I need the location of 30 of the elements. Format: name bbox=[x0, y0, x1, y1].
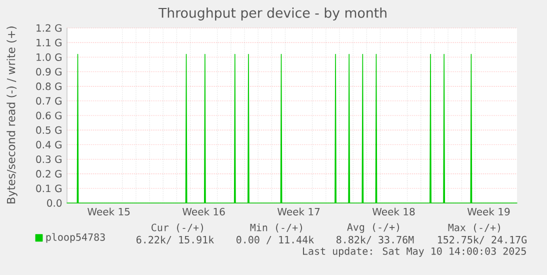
chart-title: Throughput per device - by month bbox=[158, 8, 386, 20]
text: 8.82k/ 33.76M bbox=[336, 236, 414, 244]
text: Max (-/+) bbox=[448, 224, 500, 232]
y-tick-label: 0.8 G bbox=[36, 82, 62, 90]
y-tick-label: 1.0 G bbox=[36, 53, 62, 61]
y-tick-label: 0.7 G bbox=[36, 97, 62, 105]
text: Avg (-/+) bbox=[347, 223, 399, 233]
y-tick-label: 0.2 G bbox=[36, 170, 62, 178]
y-tick-label: 1.1 G bbox=[36, 38, 62, 46]
text: Min (-/+) bbox=[250, 224, 302, 232]
y-tick-label: 0.4 G bbox=[36, 140, 62, 148]
y-tick-label: 0.5 G bbox=[36, 126, 62, 134]
x-tick-label: Week 16 bbox=[182, 208, 225, 216]
text: 0.00 / 11.44k bbox=[236, 236, 314, 244]
text: Last update: Sat May 10 14:00:03 2025 bbox=[303, 247, 526, 257]
text: 6.22k/ 15.91k bbox=[136, 236, 214, 244]
text: Cur (-/+) bbox=[152, 224, 204, 232]
y-tick-label: 0.0 bbox=[47, 199, 62, 207]
y-tick-label: 0.9 G bbox=[36, 68, 62, 76]
x-tick-label: Week 19 bbox=[467, 208, 510, 216]
text: 152.75k/ 24.17G bbox=[438, 236, 527, 244]
y-tick-label: 1.2 G bbox=[36, 24, 62, 32]
x-tick-label: Week 18 bbox=[372, 208, 415, 216]
y-tick-label: 0.1 G bbox=[36, 184, 62, 192]
y-axis-title: Bytes/second read (-) / write (+) bbox=[6, 26, 18, 204]
y-tick-label: 0.3 G bbox=[36, 155, 62, 164]
legend-label: ploop54783 bbox=[46, 233, 105, 243]
y-tick-label: 0.6 G bbox=[36, 112, 62, 120]
x-tick-label: Week 17 bbox=[277, 208, 320, 216]
x-tick-label: Week 15 bbox=[88, 208, 130, 216]
